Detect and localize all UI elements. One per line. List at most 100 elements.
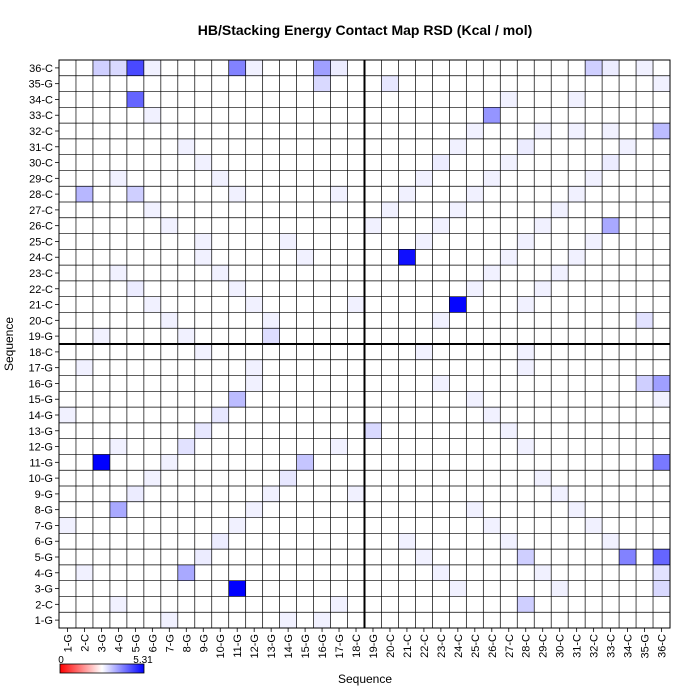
heatmap-cell [466,501,484,518]
heatmap-cell [381,75,399,92]
x-tick-label: 18-C [351,634,363,658]
x-tick-label: 5-G [130,634,142,652]
heatmap-cell [194,154,212,171]
y-tick-label: 15-G [29,394,53,406]
heatmap-cell [194,344,212,360]
x-tick-label: 1-G [62,634,74,652]
heatmap-cell [517,549,535,565]
heatmap-cell [194,422,212,439]
heatmap-cell [500,91,518,108]
heatmap-cell [636,60,654,76]
heatmap-cell [636,312,654,329]
heatmap-cell [228,280,246,297]
heatmap-cell [432,217,450,234]
x-tick-label: 17-G [334,634,346,658]
y-tick-label: 26-C [29,221,53,233]
heatmap-cell [653,549,670,565]
x-tick-label: 36-C [657,634,669,658]
heatmap-cell [228,580,246,597]
heatmap-cell [126,486,144,502]
x-tick-label: 12-G [249,634,261,658]
heatmap-cell [245,501,263,518]
colorbar-min-label: 0 [58,655,64,666]
x-tick-label: 22-C [419,634,431,658]
heatmap-cell [330,186,348,202]
y-tick-label: 21-C [29,300,53,312]
heatmap-cell [653,123,670,139]
y-tick-label: 23-C [29,268,53,280]
colorbar-max-label: 5.31 [133,655,153,666]
heatmap-cell [381,202,399,218]
heatmap-cell [432,375,450,392]
heatmap-cell [245,296,263,313]
x-tick-label: 23-C [436,634,448,658]
heatmap-cell [415,170,433,187]
heatmap-cell [534,280,552,297]
heatmap-cell [585,60,603,76]
heatmap-cell [653,564,670,581]
heatmap-cell [109,596,127,613]
heatmap-cell [636,375,654,392]
heatmap-cell [245,60,263,76]
heatmap-cell [313,60,331,76]
heatmap-cell [517,138,535,155]
heatmap-cell [211,407,229,423]
x-tick-label: 34-C [623,634,635,658]
heatmap-cell [296,249,314,266]
x-tick-label: 13-G [266,634,278,658]
heatmap-cell [653,375,670,392]
heatmap-cell [619,549,637,565]
heatmap-cell [228,517,246,534]
heatmap-cell [568,501,586,518]
y-tick-label: 5-G [35,552,53,564]
heatmap-cell [160,454,178,471]
heatmap-cell [551,486,569,502]
heatmap-cell [75,359,93,376]
heatmap-cell [160,312,178,329]
heatmap-cell [551,202,569,218]
y-tick-label: 16-G [29,378,53,390]
heatmap-cells [59,60,670,628]
y-tick-label: 1-G [35,615,53,627]
y-axis-title: Sequence [2,317,16,371]
heatmap-cell [109,265,127,281]
heatmap-cell [568,123,586,139]
heatmap-cell [143,202,161,218]
heatmap-cell [653,580,670,597]
heatmap-cell [568,186,586,202]
y-tick-labels: 1-G 2-C 3-G 4-G 5-G 6-G 7-G 8-G 9-G 10-G 11-G 12-G 1… [29,63,59,627]
x-tick-label: 7-G [164,634,176,652]
x-tick-label: 29-C [538,634,550,658]
x-tick-labels: 1-G 2-C 3-G 4-G 5-G 6-G 7-G 8-G 9-G 10-G 11-G 12-G 1… [62,628,669,658]
y-tick-label: 6-G [35,536,53,548]
heatmap-cell [517,359,535,376]
x-tick-label: 32-C [589,634,601,658]
x-tick-label: 33-C [606,634,618,658]
heatmap-cell [500,533,518,550]
y-tick-label: 35-G [29,79,53,91]
heatmap-cell [568,249,586,266]
heatmap-cell [347,486,365,502]
heatmap-cell [330,596,348,613]
heatmap-cell [194,233,212,250]
heatmap-cell [126,186,144,202]
y-tick-label: 30-C [29,158,53,170]
x-tick-label: 6-G [147,634,159,652]
heatmap-cell [449,296,467,313]
heatmap-cell [194,249,212,266]
x-tick-label: 3-G [96,634,108,652]
heatmap-cell [483,170,501,187]
heatmap-cell [330,438,348,455]
heatmap-cell [279,470,297,486]
heatmap-cell [143,107,161,124]
y-tick-label: 32-C [29,126,53,138]
heatmap-cell [228,186,246,202]
heatmap-cell [92,328,110,344]
heatmap-cell [228,60,246,76]
heatmap-cell [653,454,670,471]
y-tick-label: 29-C [29,173,53,185]
heatmap-cell [517,344,535,360]
heatmap-cell [653,75,670,92]
x-tick-label: 20-C [385,634,397,658]
heatmap-cell [398,533,416,550]
